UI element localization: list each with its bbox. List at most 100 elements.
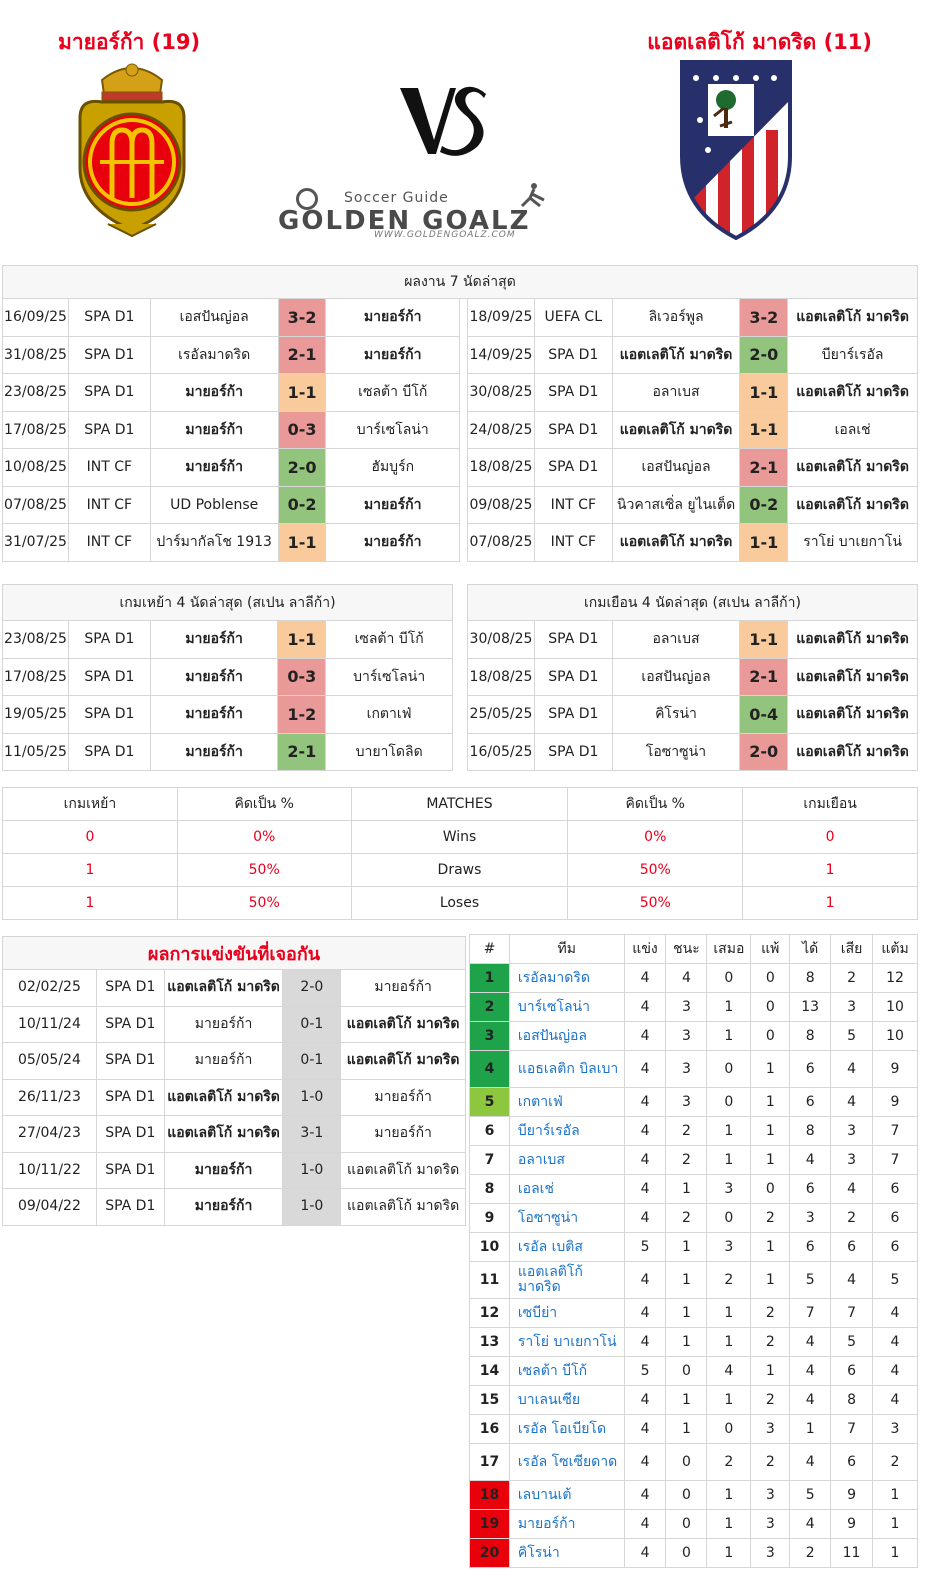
match-score: 2-0 <box>739 335 789 374</box>
league-team-link[interactable]: เอสปันญ่อล <box>508 1021 625 1051</box>
league-w: 3 <box>665 1021 708 1051</box>
league-position: 19 <box>469 1509 510 1539</box>
match-score: 1-1 <box>739 373 789 412</box>
league-pts: 1 <box>872 1509 918 1539</box>
league-l: 0 <box>750 963 791 993</box>
league-ga: 9 <box>830 1480 873 1510</box>
league-position: 4 <box>469 1050 510 1088</box>
match-away-team: เกตาเฟ่ <box>325 695 453 734</box>
match-date: 16/05/25 <box>467 732 535 771</box>
match-away-team: เอลเช่ <box>787 410 918 449</box>
league-row: 4 แอธเลติก บิลเบา 4 3 0 1 6 4 9 <box>469 1050 918 1088</box>
league-position: 13 <box>469 1327 510 1357</box>
league-d: 0 <box>706 1203 752 1233</box>
league-position: 7 <box>469 1145 510 1175</box>
match-date: 30/08/25 <box>467 620 535 659</box>
match-score: 2-1 <box>277 732 327 771</box>
league-row: 8 เอลเช่ 4 1 3 0 6 4 6 <box>469 1174 918 1204</box>
league-team-link[interactable]: บียาร์เรอัล <box>508 1116 625 1146</box>
h2h-home-team: มายอร์ก้า <box>163 1151 284 1189</box>
league-team-link[interactable]: แอธเลติก บิลเบา <box>508 1050 625 1088</box>
league-team-link[interactable]: แอตเลติโก้ มาดริด <box>508 1261 625 1299</box>
league-team-link[interactable]: เรอัล โซเซียดาด <box>508 1443 625 1481</box>
league-d: 1 <box>706 1021 752 1051</box>
match-competition: SPA D1 <box>533 448 613 487</box>
league-w: 2 <box>665 1145 708 1175</box>
league-gf: 8 <box>789 1116 832 1146</box>
league-team-link[interactable]: เรอัล โอเบียโด <box>508 1414 625 1444</box>
summary-home-count: 1 <box>2 853 178 887</box>
match-row: 30/08/25 SPA D1 อลาเบส 1-1 แอตเลติโก้ มาดริด <box>467 373 918 412</box>
league-gf: 6 <box>789 1050 832 1088</box>
h2h-home-team: มายอร์ก้า <box>163 1188 284 1226</box>
league-team-link[interactable]: โอซาซูน่า <box>508 1203 625 1233</box>
league-team-link[interactable]: เกตาเฟ่ <box>508 1087 625 1117</box>
league-header: # <box>469 934 510 964</box>
league-team-link[interactable]: ราโย่ บาเยกาโน่ <box>508 1327 625 1357</box>
match-competition: SPA D1 <box>67 620 151 659</box>
league-header: แต้ม <box>872 934 918 964</box>
h2h-away-team: แอตเลติโก้ มาดริด <box>340 1042 466 1080</box>
league-team-link[interactable]: บาร์เซโลน่า <box>508 992 625 1022</box>
league-d: 4 <box>706 1356 752 1386</box>
league-w: 0 <box>665 1480 708 1510</box>
league-pts: 4 <box>872 1298 918 1328</box>
h2h-row: 26/11/23 SPA D1 แอตเลติโก้ มาดริด 1-0 มายอร์… <box>2 1078 466 1116</box>
match-date: 16/09/25 <box>2 298 69 337</box>
match-score: 2-0 <box>277 448 327 487</box>
summary-label: Loses <box>350 886 569 920</box>
league-team-link[interactable]: เรอัลมาดริด <box>508 963 625 993</box>
league-pts: 6 <box>872 1203 918 1233</box>
match-date: 07/08/25 <box>467 523 535 562</box>
league-team-link[interactable]: บาเลนเซีย <box>508 1385 625 1415</box>
match-competition: SPA D1 <box>67 695 151 734</box>
league-w: 0 <box>665 1509 708 1539</box>
match-competition: INT CF <box>67 485 151 524</box>
league-position: 8 <box>469 1174 510 1204</box>
league-position: 15 <box>469 1385 510 1415</box>
h2h-away-team: มายอร์ก้า <box>340 1115 466 1153</box>
vs-logo: VS <box>398 80 490 158</box>
league-team-link[interactable]: เรอัล เบติส <box>508 1232 625 1262</box>
match-date: 17/08/25 <box>2 410 69 449</box>
league-header: ชนะ <box>665 934 708 964</box>
h2h-row: 02/02/25 SPA D1 แอตเลติโก้ มาดริด 2-0 มายอร์… <box>2 969 466 1007</box>
match-home-team: อลาเบส <box>611 620 741 659</box>
league-team-link[interactable]: คิโรน่า <box>508 1538 625 1568</box>
league-team-link[interactable]: เลบานเต้ <box>508 1480 625 1510</box>
league-row: 20 คิโรน่า 4 0 1 3 2 11 1 <box>469 1538 918 1568</box>
match-date: 18/08/25 <box>467 448 535 487</box>
league-row: 1 เรอัลมาดริด 4 4 0 0 8 2 12 <box>469 963 918 993</box>
league-l: 1 <box>750 1087 791 1117</box>
league-l: 1 <box>750 1050 791 1088</box>
league-d: 1 <box>706 1327 752 1357</box>
league-row: 11 แอตเลติโก้ มาดริด 4 1 2 1 5 4 5 <box>469 1261 918 1299</box>
match-score: 3-2 <box>277 298 327 337</box>
league-team-link[interactable]: เอลเช่ <box>508 1174 625 1204</box>
league-p: 4 <box>623 1509 667 1539</box>
match-competition: SPA D1 <box>67 410 151 449</box>
league-team-link[interactable]: อลาเบส <box>508 1145 625 1175</box>
league-team-link[interactable]: เซบีย่า <box>508 1298 625 1328</box>
league-ga: 5 <box>830 1021 873 1051</box>
league-position: 18 <box>469 1480 510 1510</box>
match-row: 09/08/25 INT CF นิวคาสเซิ่ล ยูไนเต็ด 0-2 แอต… <box>467 485 918 524</box>
league-position: 12 <box>469 1298 510 1328</box>
league-ga: 3 <box>830 1116 873 1146</box>
h2h-home-team: มายอร์ก้า <box>163 1042 284 1080</box>
match-competition: INT CF <box>533 523 613 562</box>
home-last7-table: 16/09/25 SPA D1 เอสปันญ่อล 3-2 มายอร์ก้า 31/0… <box>2 298 460 562</box>
league-w: 3 <box>665 1087 708 1117</box>
league-ga: 3 <box>830 992 873 1022</box>
h2h-row: 05/05/24 SPA D1 มายอร์ก้า 0-1 แอตเลติโก้ มาด… <box>2 1042 466 1080</box>
league-d: 1 <box>706 1298 752 1328</box>
league-team-link[interactable]: เซลต้า บีโก้ <box>508 1356 625 1386</box>
match-away-team: มายอร์ก้า <box>325 523 460 562</box>
league-pts: 3 <box>872 1414 918 1444</box>
league-row: 6 บียาร์เรอัล 4 2 1 1 8 3 7 <box>469 1116 918 1146</box>
summary-away-count: 1 <box>742 886 918 920</box>
h2h-away-team: แอตเลติโก้ มาดริด <box>340 1151 466 1189</box>
match-score: 1-1 <box>739 523 789 562</box>
match-away-team: แอตเลติโก้ มาดริด <box>787 373 918 412</box>
league-team-link[interactable]: มายอร์ก้า <box>508 1509 625 1539</box>
